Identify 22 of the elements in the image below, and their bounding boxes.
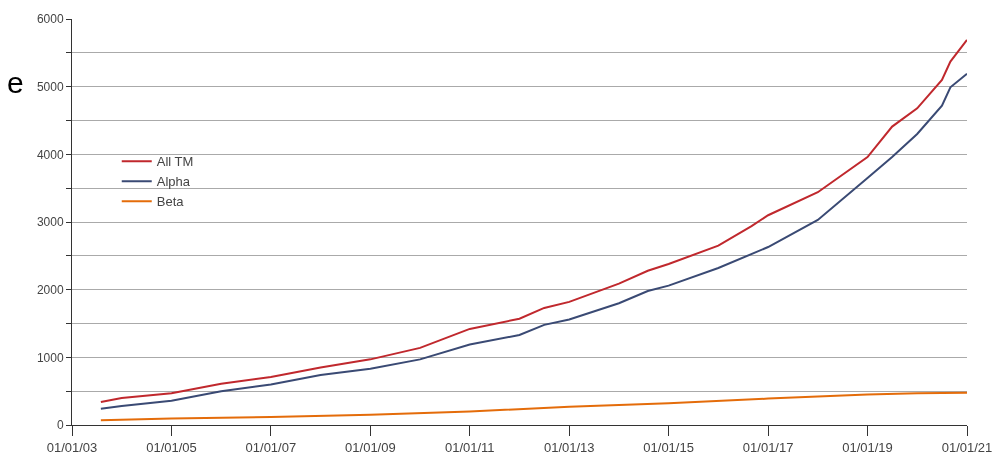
legend-label: Alpha: [156, 174, 191, 190]
y-tick-label: 6000: [36, 12, 64, 27]
x-tick-label: 01/01/11: [444, 439, 495, 455]
x-tick-label: 01/01/17: [742, 439, 794, 455]
x-tick-label: 01/01/19: [842, 439, 893, 455]
legend-label: Beta: [156, 194, 185, 210]
line-series: [99, 391, 967, 422]
y-tick-label: 3000: [36, 215, 64, 230]
x-tick-label: 01/01/03: [46, 439, 98, 455]
y-tick-label: 2000: [36, 282, 64, 297]
x-tick-label: 01/01/15: [643, 439, 694, 455]
y-tick-label: 5000: [36, 79, 64, 94]
x-tick-label: 01/01/05: [146, 439, 197, 455]
y-tick-label: 4000: [36, 147, 64, 162]
legend-label: All TM: [156, 154, 194, 170]
text: e: [7, 66, 24, 99]
x-tick-label: 01/01/13: [543, 439, 595, 455]
y-tick-label: 0: [56, 418, 64, 433]
x-tick-label: 01/01/21: [941, 439, 993, 455]
y-tick-label: 1000: [36, 350, 64, 365]
x-tick-label: 01/01/07: [245, 439, 297, 455]
x-tick-label: 01/01/09: [345, 439, 396, 455]
